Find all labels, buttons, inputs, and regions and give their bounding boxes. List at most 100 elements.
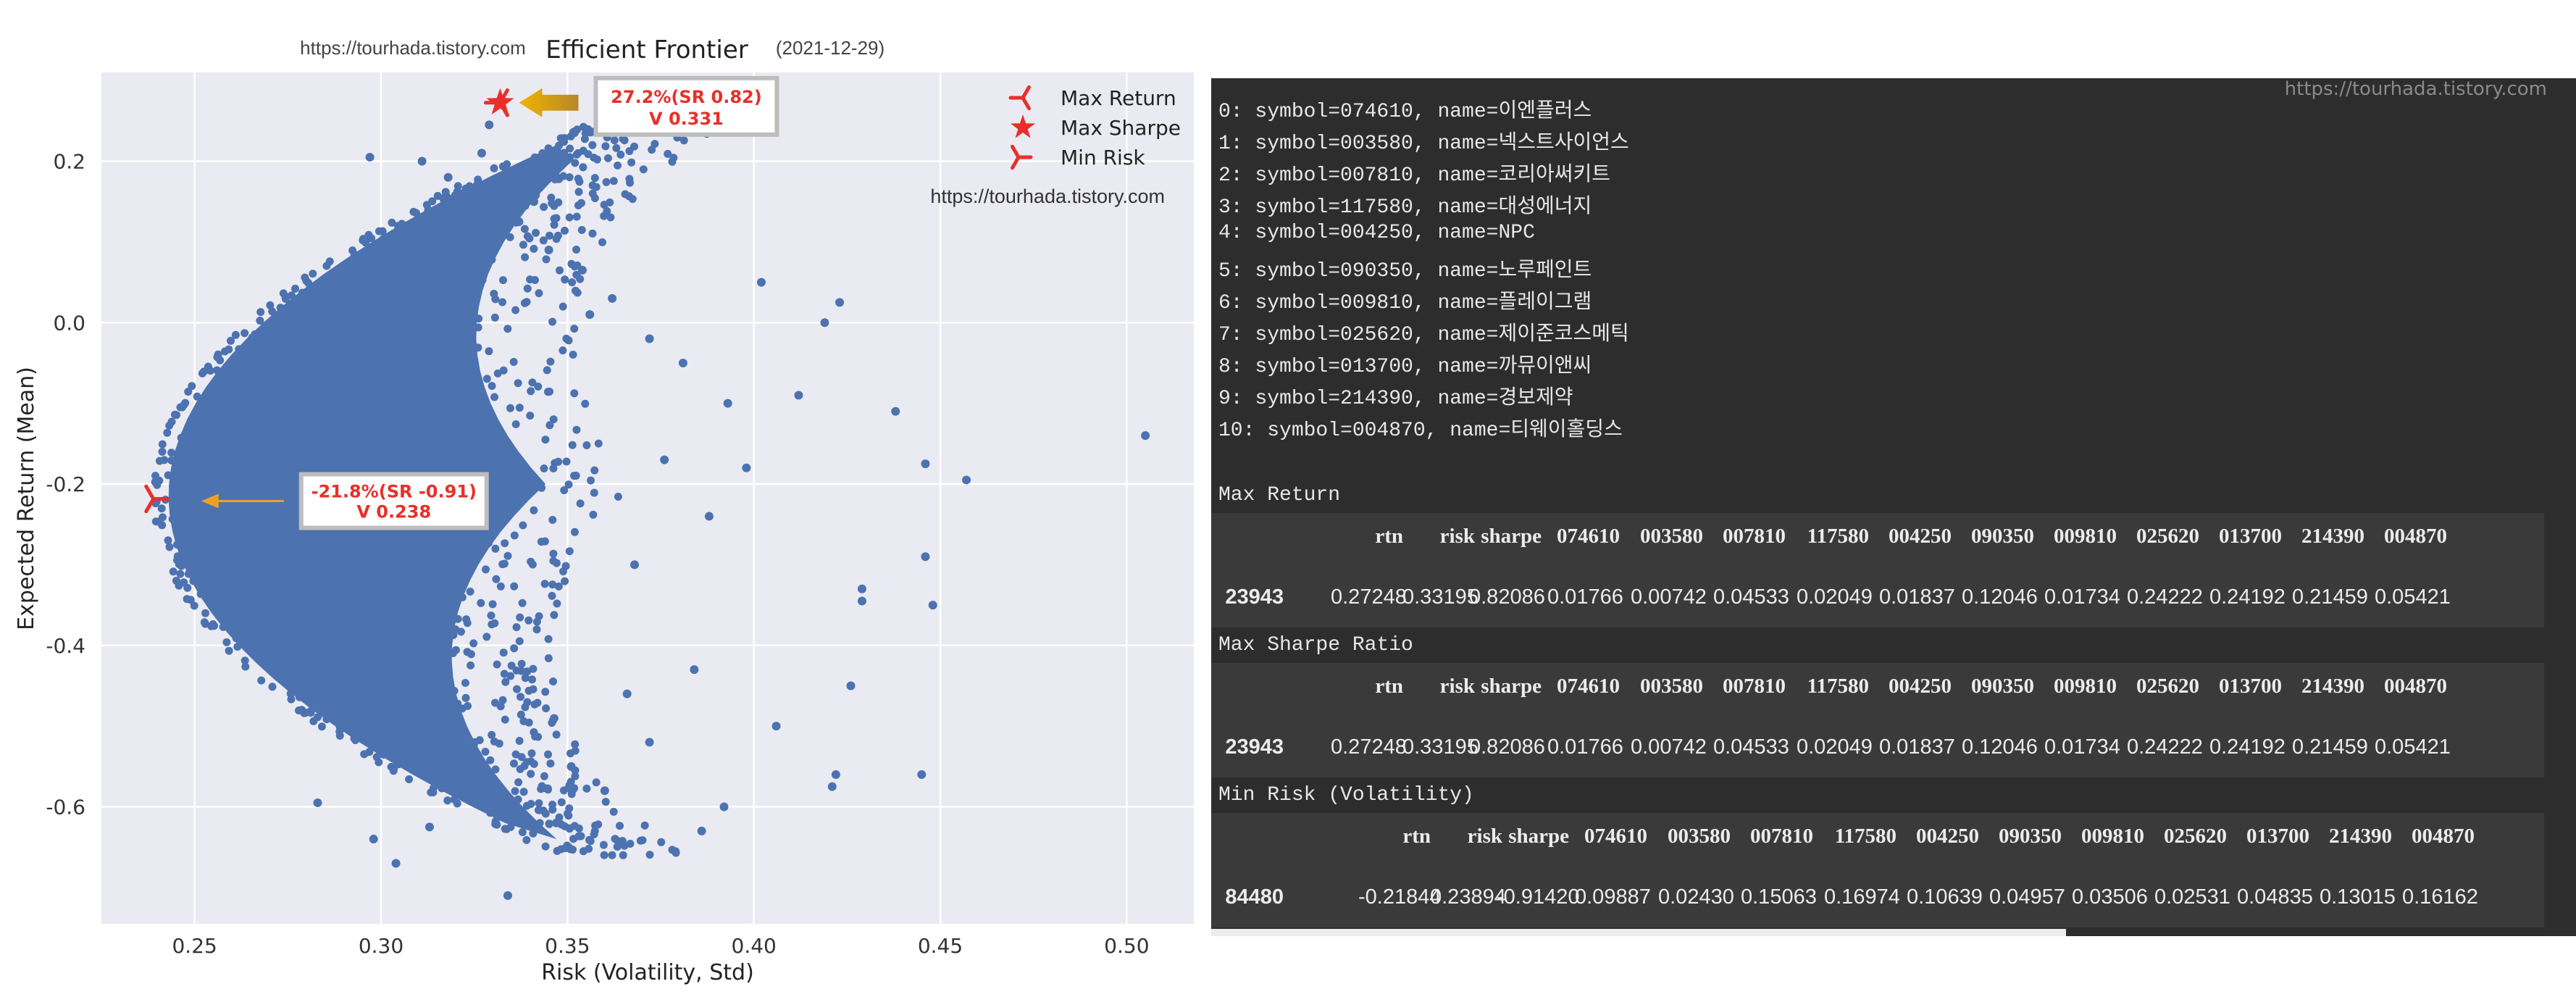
scatter-point [268, 640, 277, 648]
scatter-point [256, 333, 265, 341]
x-tick-label: 0.25 [172, 934, 217, 958]
scatter-point [446, 388, 454, 396]
column-header: 214390 [2301, 525, 2364, 548]
scatter-point [527, 769, 535, 778]
scatter-point [664, 149, 672, 158]
scatter-point [440, 623, 449, 632]
scatter-point [390, 296, 399, 304]
scatter-outlier-point [544, 246, 553, 255]
scatter-point [531, 276, 539, 284]
scatter-point [624, 192, 633, 201]
x-tick-label: 0.45 [918, 934, 963, 958]
scatter-point [378, 227, 387, 235]
scatter-outlier-point [704, 512, 714, 521]
symbol-line: 4: symbol=004250, name=NPC [1218, 222, 1535, 244]
scatter-point [441, 766, 449, 775]
scatter-point [530, 244, 538, 253]
scatter-point [532, 617, 541, 626]
scatter-point [375, 543, 383, 551]
scatter-point [426, 666, 435, 675]
scatter-point [599, 840, 608, 849]
scatter-point [619, 851, 627, 859]
chart-date: (2021-12-29) [776, 37, 885, 59]
scatter-point [241, 329, 249, 338]
scatter-outlier-point [1141, 431, 1150, 441]
symbol-line: 8: symbol=013700, name=까뮤이앤씨 [1218, 356, 1592, 378]
scatter-point [450, 795, 459, 804]
scatter-point [446, 698, 455, 706]
scatter-point [517, 667, 526, 675]
column-header: 090350 [1999, 825, 2062, 848]
scatter-point [253, 648, 261, 656]
scatter-point [467, 650, 475, 659]
table-header-row: rtn risk sharpe 074610 003580 007810 117580 004… [1211, 513, 2576, 559]
scatter-point [546, 357, 555, 366]
scatter-point [510, 644, 519, 653]
scatter-point [361, 542, 370, 551]
scatter-point [263, 485, 271, 493]
scatter-point [309, 270, 317, 278]
annotations: 27.2%(SR 0.82)V 0.331 -21.8%(SR -0.91)V 0… [201, 75, 779, 530]
scatter-point [317, 344, 325, 353]
horizontal-scrollbar[interactable] [1211, 929, 2066, 936]
scatter-point [167, 449, 176, 457]
column-header: sharpe [1481, 525, 1542, 548]
scatter-point [215, 598, 224, 606]
scatter-point [359, 663, 367, 672]
scatter-point [330, 406, 338, 415]
scatter-point [432, 359, 440, 367]
scatter-point [325, 362, 333, 371]
scatter-point [424, 591, 432, 599]
scatter-point [314, 604, 322, 612]
scatter-point [576, 499, 585, 508]
scatter-point [539, 236, 548, 245]
scatter-point [561, 577, 569, 585]
scatter-point [439, 710, 448, 719]
scatter-point [276, 467, 285, 476]
scatter-point [540, 537, 549, 546]
scatter-point [342, 327, 351, 335]
y-tick-label: 0.2 [53, 150, 85, 174]
scatter-point [388, 218, 396, 227]
symbol-line: 6: symbol=009810, name=플레이그램 [1218, 292, 1592, 314]
scatter-point [384, 744, 393, 753]
scatter-point [313, 670, 322, 678]
scatter-outlier-point [365, 152, 375, 162]
scatter-point [616, 822, 624, 830]
table-cell: 0.21459 [2292, 735, 2368, 759]
table-cell: 0.12046 [1962, 585, 2038, 609]
scatter-point [388, 371, 396, 380]
table-cell: 0.16162 [2402, 885, 2478, 909]
scatter-point [432, 646, 441, 654]
scatter-point [515, 463, 524, 472]
scatter-point [411, 342, 419, 350]
scatter-point [522, 835, 531, 844]
table-cell: 0.00742 [1631, 735, 1707, 759]
max-sharpe-arrow [519, 88, 579, 117]
scatter-point [296, 537, 304, 545]
scatter-point [231, 330, 240, 339]
symbol-line: 1: symbol=003580, name=넥스트사이언스 [1218, 133, 1629, 155]
table-cell: 0.02049 [1797, 735, 1873, 759]
scatter-point [252, 539, 261, 548]
scatter-point [318, 377, 327, 385]
scatter-point [285, 415, 294, 424]
scatter-outlier-point [794, 391, 803, 400]
scatter-point [457, 262, 466, 270]
scatter-point [379, 751, 388, 759]
scatter-point [255, 433, 264, 441]
scatter-point [515, 637, 524, 646]
scatter-point [467, 789, 476, 798]
scatter-point [457, 423, 466, 432]
scatter-point [601, 142, 610, 151]
table-cell: -0.91420 [1497, 885, 1580, 909]
table-cell: -0.21844 [1358, 885, 1442, 909]
scatter-point [319, 383, 328, 391]
scatter-outlier-point [313, 798, 322, 807]
scatter-point [571, 159, 580, 167]
scatter-point [519, 241, 527, 249]
scatter-point [548, 580, 557, 589]
scatter-point [335, 731, 344, 740]
scatter-point [451, 340, 459, 349]
scatter-point [302, 464, 311, 472]
